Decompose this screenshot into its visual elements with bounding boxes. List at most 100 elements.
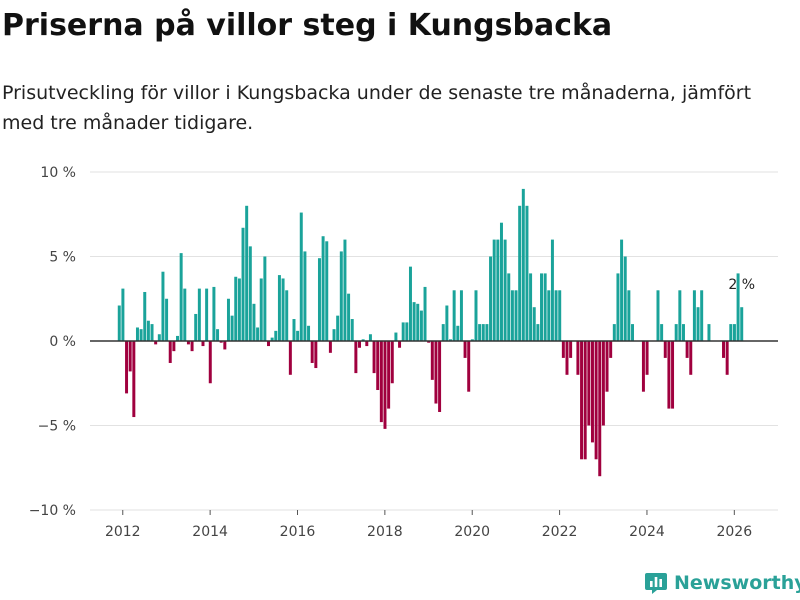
y-tick-label: −5 %: [38, 419, 76, 435]
bar: [554, 290, 558, 341]
bar: [671, 341, 675, 409]
newsworthy-brand[interactable]: Newsworthy: [644, 566, 800, 600]
bar: [165, 298, 169, 341]
bar: [190, 341, 194, 352]
bar: [725, 341, 729, 375]
bar: [620, 239, 624, 341]
bar: [645, 341, 649, 375]
bar: [288, 341, 292, 375]
bar: [405, 322, 409, 341]
bar: [372, 341, 376, 374]
bar: [248, 246, 252, 341]
y-tick-label: 5 %: [49, 250, 76, 266]
grid-lines: [90, 171, 778, 511]
bar: [445, 305, 449, 341]
bar: [394, 332, 398, 341]
bar: [368, 334, 372, 341]
bar: [601, 341, 605, 426]
bar: [343, 239, 347, 341]
x-tick-label: 2018: [367, 524, 403, 540]
bar: [496, 239, 500, 341]
bar: [336, 315, 340, 341]
bar: [631, 324, 634, 341]
bar: [412, 302, 416, 341]
bar: [183, 288, 187, 341]
bar: [481, 324, 485, 341]
axes: 10 % 5 % 0 % −5 % −10 % 2012 2014 2016 2018 2020 2…: [29, 165, 778, 540]
x-tick-label: 2020: [454, 524, 490, 540]
bar: [350, 319, 354, 341]
bar: [681, 324, 685, 341]
bar: [376, 341, 380, 391]
bar: [612, 324, 616, 341]
bar: [416, 303, 420, 341]
bar: [740, 307, 744, 341]
bar: [641, 341, 645, 392]
bar: [507, 273, 511, 341]
bar: [656, 290, 660, 341]
bar: [390, 341, 394, 384]
bar: [707, 324, 711, 341]
bar: [146, 320, 150, 341]
latest-value-label: 2 %: [728, 277, 755, 293]
bar: [314, 341, 318, 369]
bar: [285, 290, 289, 341]
bar: [398, 341, 402, 348]
bar: [383, 341, 387, 429]
bar: [379, 341, 383, 423]
bar: [157, 334, 161, 341]
bar: [354, 341, 358, 374]
bar: [565, 341, 569, 375]
bar: [660, 324, 664, 341]
bar: [281, 278, 285, 341]
bar: [299, 212, 303, 341]
bar: [518, 205, 522, 341]
chart-title: Priserna på villor steg i Kungsbacka: [2, 8, 613, 43]
bar: [463, 341, 467, 358]
bar: [317, 258, 321, 341]
bar: [510, 290, 514, 341]
bar: [168, 341, 172, 363]
x-tick-label: 2012: [105, 524, 141, 540]
bar: [401, 322, 405, 341]
bar: [696, 307, 700, 341]
chart-subtitle: Prisutveckling för villor i Kungsbacka u…: [2, 82, 752, 134]
bar: [132, 341, 136, 418]
bar: [616, 273, 620, 341]
bar: [598, 341, 602, 477]
bar: [667, 341, 671, 409]
bar: [438, 341, 442, 412]
bar: [387, 341, 391, 409]
bar: [223, 341, 227, 350]
bar: [623, 256, 627, 341]
bar: [154, 341, 158, 345]
bar: [172, 341, 176, 352]
y-tick-label: 0 %: [49, 334, 76, 350]
bar: [361, 339, 365, 341]
bar: [186, 341, 190, 345]
bar: [689, 341, 693, 375]
bar: [197, 288, 201, 341]
bar: [194, 313, 198, 341]
bar: [550, 239, 554, 341]
x-tick-label: 2022: [542, 524, 578, 540]
bar: [179, 253, 183, 341]
bar: [503, 239, 507, 341]
bar: [237, 278, 241, 341]
bar: [547, 290, 551, 341]
bar: [674, 324, 678, 341]
bar: [259, 278, 263, 341]
bar: [263, 256, 267, 341]
x-tick-label: 2014: [192, 524, 228, 540]
bar: [139, 329, 143, 341]
bar: [419, 310, 423, 341]
bar: [580, 341, 584, 460]
bars: [117, 188, 744, 477]
bar: [692, 290, 696, 341]
brand-name: Newsworthy: [674, 572, 800, 594]
bar: [605, 341, 609, 392]
bar: [216, 329, 220, 341]
bar: [252, 303, 256, 341]
bar: [700, 290, 704, 341]
bar: [226, 298, 230, 341]
